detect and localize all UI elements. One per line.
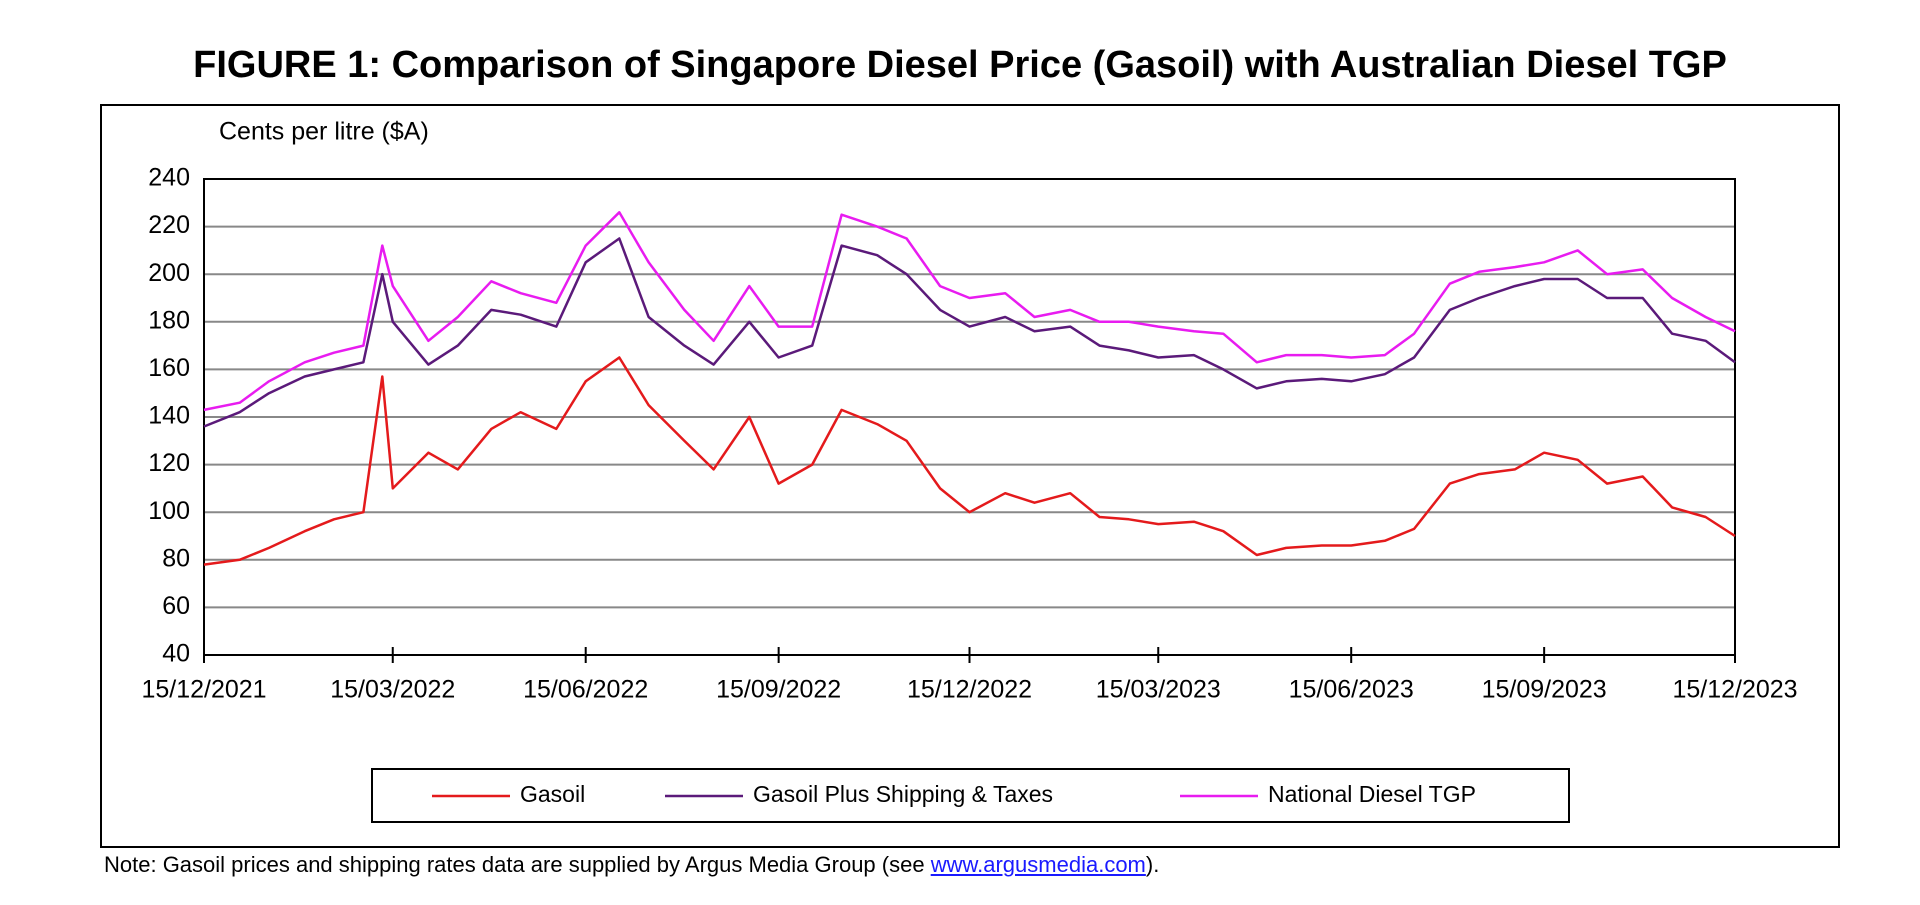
note-text: Note: Gasoil prices and shipping rates d…: [104, 852, 931, 877]
x-tick-label: 15/06/2022: [523, 676, 648, 704]
series-line: [203, 356, 1736, 566]
legend-label: Gasoil Plus Shipping & Taxes: [753, 781, 1053, 807]
chart-frame: [100, 104, 1840, 848]
legend-label: Gasoil: [520, 781, 585, 807]
note-text: ).: [1145, 852, 1160, 877]
series-line: [203, 211, 1736, 412]
y-tick-label: 80: [162, 544, 190, 572]
chart: FIGURE 1: Comparison of Singapore Diesel…: [100, 44, 1840, 848]
x-tick-label: 15/06/2023: [1289, 676, 1414, 704]
y-tick-label: 220: [148, 211, 190, 239]
note-link[interactable]: www.argusmedia.com: [930, 852, 1146, 877]
x-tick-label: 15/03/2022: [330, 676, 455, 704]
y-axis-label: Cents per litre ($A): [219, 118, 429, 146]
x-tick-label: 15/03/2023: [1096, 676, 1221, 704]
y-tick-label: 200: [148, 259, 190, 287]
x-tick-label: 15/09/2023: [1482, 676, 1607, 704]
y-tick-label: 120: [148, 449, 190, 477]
y-tick-label: 100: [148, 497, 190, 525]
series-line: [203, 237, 1736, 428]
y-tick-label: 140: [148, 402, 190, 430]
x-tick-label: 15/12/2022: [907, 676, 1032, 704]
note: Note: Gasoil prices and shipping rates d…: [104, 852, 1159, 878]
y-tick-label: 160: [148, 354, 190, 382]
y-tick-label: 240: [148, 164, 190, 192]
y-tick-label: 60: [162, 592, 190, 620]
legend-label: National Diesel TGP: [1268, 781, 1476, 807]
y-tick-label: 40: [162, 640, 190, 668]
x-tick-label: 15/12/2023: [1672, 676, 1797, 704]
plot-frame: [203, 178, 1736, 656]
legend-box: [371, 768, 1570, 823]
x-tick-label: 15/12/2021: [141, 676, 266, 704]
chart-title: FIGURE 1: Comparison of Singapore Diesel…: [193, 44, 1727, 86]
y-tick-label: 180: [148, 306, 190, 334]
x-tick-label: 15/09/2022: [716, 676, 841, 704]
